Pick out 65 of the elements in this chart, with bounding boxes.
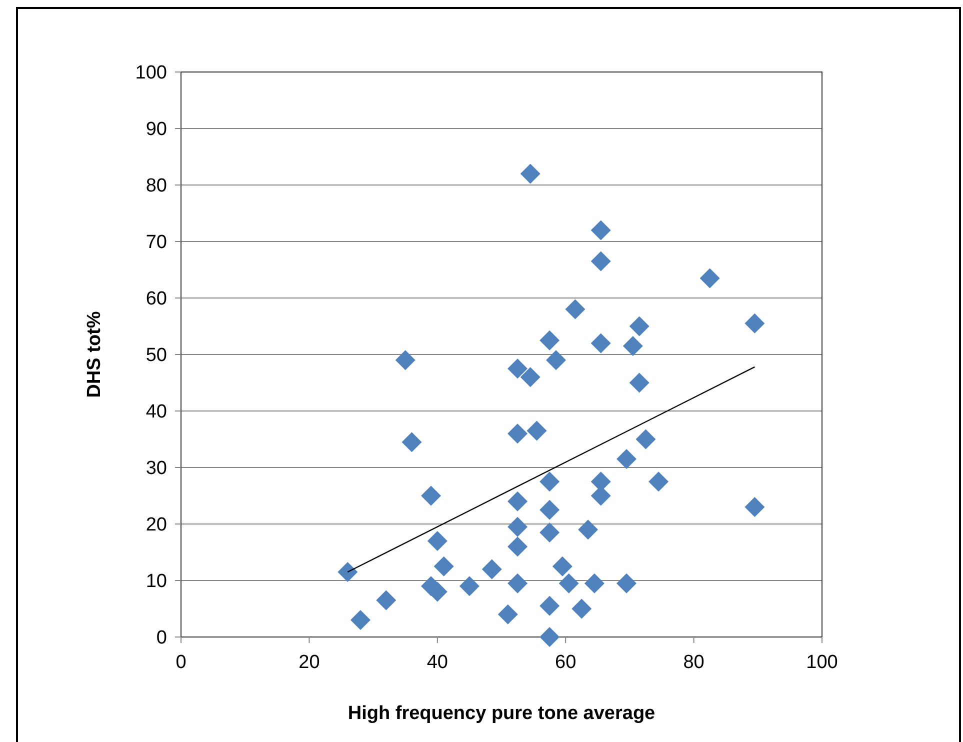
point xyxy=(427,530,448,551)
point xyxy=(420,486,441,506)
y-tick-label: 80 xyxy=(146,176,167,197)
point xyxy=(376,590,396,610)
y-tick-label: 10 xyxy=(146,571,167,592)
point xyxy=(540,500,560,520)
point xyxy=(526,420,547,441)
point xyxy=(648,472,669,492)
y-tick-label: 20 xyxy=(146,514,167,536)
point xyxy=(540,627,560,647)
point xyxy=(558,573,579,594)
x-tick-label: 0 xyxy=(176,652,186,673)
point xyxy=(744,313,765,334)
point xyxy=(744,497,765,518)
y-axis-title: DHS tot% xyxy=(84,311,105,398)
y-tick-label: 60 xyxy=(146,288,167,310)
x-tick-label: 40 xyxy=(426,652,448,673)
point xyxy=(508,424,528,444)
point xyxy=(434,556,454,576)
y-tick-label: 40 xyxy=(146,402,167,423)
point xyxy=(572,598,592,619)
point xyxy=(636,429,656,450)
point xyxy=(590,333,611,354)
x-axis-title: High frequency pure tone average xyxy=(348,703,656,724)
point xyxy=(508,536,528,557)
y-tick-label: 30 xyxy=(146,458,167,480)
point xyxy=(616,573,636,594)
point xyxy=(540,330,560,350)
point xyxy=(508,491,528,512)
y-tick-label: 70 xyxy=(146,232,167,254)
point xyxy=(700,268,720,288)
point xyxy=(540,596,560,616)
point xyxy=(584,573,604,594)
point xyxy=(498,604,518,624)
point xyxy=(350,610,370,630)
point xyxy=(629,316,650,336)
y-tick-label: 90 xyxy=(146,119,167,140)
x-tick-label: 60 xyxy=(555,652,576,673)
point xyxy=(482,559,502,580)
point xyxy=(338,562,358,582)
point xyxy=(590,251,611,272)
point xyxy=(540,472,560,492)
point xyxy=(520,164,540,184)
y-tick-label: 0 xyxy=(156,628,167,649)
point xyxy=(546,350,566,370)
point xyxy=(622,336,643,356)
x-tick-label: 100 xyxy=(806,652,838,673)
point xyxy=(508,358,528,379)
point xyxy=(520,367,540,388)
point xyxy=(395,350,416,370)
x-tick-label: 20 xyxy=(298,652,320,673)
point xyxy=(459,576,480,596)
point xyxy=(552,556,572,576)
point xyxy=(565,299,586,320)
point xyxy=(508,516,528,537)
y-tick-label: 50 xyxy=(146,345,167,366)
point xyxy=(540,522,560,542)
point xyxy=(616,449,636,470)
point xyxy=(578,520,598,540)
y-tick-label: 100 xyxy=(135,62,167,84)
point xyxy=(590,220,611,240)
point xyxy=(402,432,422,452)
point xyxy=(508,573,528,594)
x-tick-label: 80 xyxy=(683,652,704,673)
point xyxy=(629,372,650,393)
